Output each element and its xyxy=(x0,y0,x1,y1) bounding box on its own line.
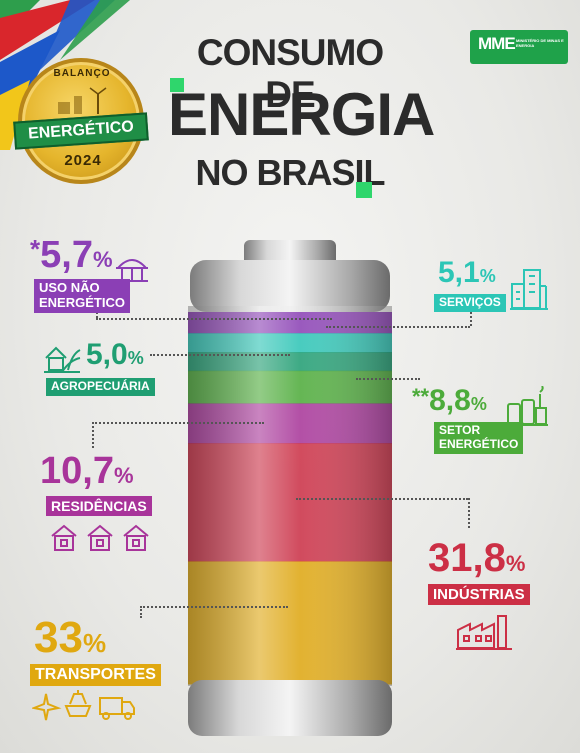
badge-top-text: BALANÇO xyxy=(53,68,111,79)
leader-line-ind xyxy=(468,498,470,528)
title-accent xyxy=(170,78,184,92)
setor-value: **8,8% xyxy=(412,386,487,416)
setor-unit: % xyxy=(470,394,487,414)
farm-field-icon xyxy=(44,346,81,373)
uso-value: *5,7% xyxy=(30,236,113,274)
leader-line-res xyxy=(92,422,94,448)
battery-chart xyxy=(188,240,392,736)
ind-number: 31,8 xyxy=(428,536,506,580)
trans-value: 33% xyxy=(34,616,106,660)
leader-line-serv xyxy=(470,312,472,326)
uso-tag-line1: USO NÃO xyxy=(39,280,100,295)
leader-line-trans xyxy=(140,606,142,618)
agro-unit: % xyxy=(127,348,144,368)
leader-line-agro xyxy=(150,354,290,356)
power-plant-icon xyxy=(506,386,548,426)
trans-tag: TRANSPORTES xyxy=(30,664,161,687)
office-buildings-icon xyxy=(510,269,548,310)
res-unit: % xyxy=(113,463,134,488)
serv-number: 5,1 xyxy=(438,256,480,289)
setor-prefix: ** xyxy=(412,384,430,409)
res-tag: RESIDÊNCIAS xyxy=(46,496,152,517)
serv-unit: % xyxy=(479,266,496,286)
serv-value: 5,1% xyxy=(438,258,496,288)
title-line-3: NO BRASIL xyxy=(195,152,386,193)
trans-unit: % xyxy=(82,628,107,658)
mme-logo xyxy=(470,30,568,64)
setor-tag-line1: SETOR xyxy=(439,423,481,437)
uso-unit: % xyxy=(92,247,113,272)
transport-icon xyxy=(32,690,135,721)
leader-line-trans xyxy=(140,606,288,608)
title-line-1: CONSUMO DE xyxy=(196,32,384,115)
mme-logo-mark: MME xyxy=(478,34,516,53)
mme-logo-text: MINISTÉRIO DE MINAS E ENERGIA xyxy=(516,38,564,48)
building-dome-icon xyxy=(116,259,148,282)
house-icon xyxy=(51,524,149,551)
uso-tag: USO NÃO ENERGÉTICO xyxy=(34,279,130,313)
res-value: 10,7% xyxy=(40,452,134,490)
uso-tag-line2: ENERGÉTICO xyxy=(39,294,125,310)
factory-icon xyxy=(456,615,512,650)
leader-line-uso xyxy=(96,318,332,320)
leader-line-serv xyxy=(326,326,470,328)
setor-tag-line2: ENERGÉTICO xyxy=(439,436,519,451)
leader-line-res xyxy=(92,422,264,424)
ind-unit: % xyxy=(505,551,526,576)
title-line-2: ENERGIA xyxy=(168,81,435,148)
agro-value: 5,0% xyxy=(86,340,144,370)
title-accent xyxy=(356,182,372,198)
agro-tag: AGROPECUÁRIA xyxy=(46,378,155,396)
ind-value: 31,8% xyxy=(428,538,525,578)
leader-line-ind xyxy=(296,498,468,500)
trans-number: 33 xyxy=(34,613,83,662)
badge-year: 2024 xyxy=(64,152,102,169)
setor-number: 8,8 xyxy=(429,384,471,417)
serv-tag: SERVIÇOS xyxy=(434,294,506,312)
leader-line-setor xyxy=(356,378,420,380)
res-number: 10,7 xyxy=(40,450,114,492)
uso-prefix: * xyxy=(30,234,41,264)
uso-number: 5,7 xyxy=(40,234,93,276)
agro-number: 5,0 xyxy=(86,338,128,371)
wind-turbine-icon xyxy=(58,87,107,114)
ind-tag: INDÚSTRIAS xyxy=(428,584,530,606)
setor-tag: SETOR ENERGÉTICO xyxy=(434,422,524,454)
